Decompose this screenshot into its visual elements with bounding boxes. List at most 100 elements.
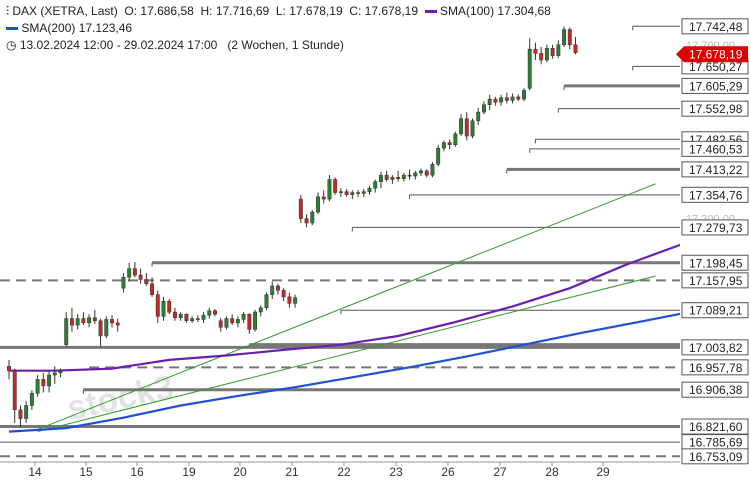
candle-body [150,283,155,295]
candle-body [556,44,561,56]
candle-body [52,372,57,376]
x-axis-tick: 21 [285,465,299,479]
high-value: 17.716,69 [215,4,270,18]
candle-body [464,118,469,137]
current-price-label: 17.678,19 [689,48,743,62]
candle-body [316,196,320,213]
candle-body [127,268,132,278]
sma200-line [8,297,750,433]
candle-body [7,366,11,371]
symbol-label: DAX (XETRA, Last) [12,4,118,18]
close-value: 17.678,19 [364,4,419,18]
candle-body [178,313,183,318]
level-label-box [681,272,749,289]
candle-body [29,393,34,406]
level-label: 16.753,09 [689,450,743,464]
candle-body [201,314,206,320]
candle-body [419,170,423,174]
candle-body [275,285,280,291]
current-price-tag [676,46,748,63]
candle-body [344,191,349,195]
x-axis-tick: 20 [233,465,247,479]
candle-body [110,319,114,324]
candle-body [218,320,223,328]
candle-body [378,174,383,182]
candle-body [539,53,544,61]
candle-body [81,318,86,324]
level-label: 17.605,29 [689,79,743,93]
candle-body [310,211,315,224]
candle-body [373,181,378,189]
candle-body [396,177,401,179]
candle-body [562,29,567,46]
candle-body [361,191,366,194]
candle-body [58,370,63,374]
level-label-box [681,77,749,94]
candle-body [247,313,252,330]
low-value: 17.678,19 [289,4,343,18]
candle-body [287,296,292,304]
legend-line-2: SMA(200) 17.123,46 [6,21,132,35]
level-label: 17.003,82 [689,341,743,355]
candle-body [87,317,92,324]
chart-type-icon: ⫶ [6,4,10,18]
candle-body [441,142,446,149]
x-axis-tick: 15 [79,465,93,479]
sma200-value: 17.123,46 [78,21,133,35]
level-label-box [681,448,749,465]
x-axis-tick: 28 [545,465,559,479]
candle-body [436,147,441,165]
candle-body [41,379,46,387]
open-value: 17.686,58 [140,4,194,18]
candle-body [481,104,486,113]
trendline [37,183,656,430]
level-label: 17.089,21 [689,304,743,318]
candle-body [527,48,532,89]
low-label: L: [275,4,286,18]
level-label-box [681,339,749,356]
candle-body [487,98,492,105]
interval-label: (2 Wochen, 1 Stunde) [227,38,344,52]
level-label-box [681,418,749,435]
candle-body [35,379,40,394]
candle-body [499,97,504,103]
open-label: O: [124,4,138,18]
high-label: H: [200,4,213,18]
level-label-box [681,254,749,271]
candle-body [172,311,177,318]
candle-body [567,29,572,46]
candle-body [401,174,406,179]
level-label: 17.552,98 [689,102,743,116]
candle-body [167,300,172,313]
candle-body [235,319,240,324]
candle-body [424,170,429,176]
level-label-box [681,381,749,398]
candle-body [338,191,343,193]
candle-body [430,164,435,176]
candle-body [504,97,509,101]
candle-body [264,294,269,308]
candle-body [98,320,103,337]
candle-body [115,322,120,326]
candle-body [327,179,332,200]
sma100-line [9,213,742,372]
candle-body [459,118,464,135]
candle-body [413,172,418,177]
period-label: 13.02.2024 12:00 - 29.02.2024 17:00 [19,38,218,52]
candle-body [155,294,160,317]
x-axis-tick: 27 [493,465,507,479]
candle-body [24,405,29,419]
x-axis-tick: 26 [441,465,455,479]
candle-body [470,120,475,137]
candle-body [516,96,521,100]
level-label: 16.906,38 [689,383,743,397]
sma100-swatch [424,10,437,14]
candle-body [522,90,526,100]
candle-body [281,290,286,298]
level-label-box [681,100,749,117]
legend-line-1: ⫶ DAX (XETRA, Last) O: 17.686,58 H: 17.7… [6,4,551,19]
level-label-box [681,161,749,178]
candle-body [144,279,149,285]
